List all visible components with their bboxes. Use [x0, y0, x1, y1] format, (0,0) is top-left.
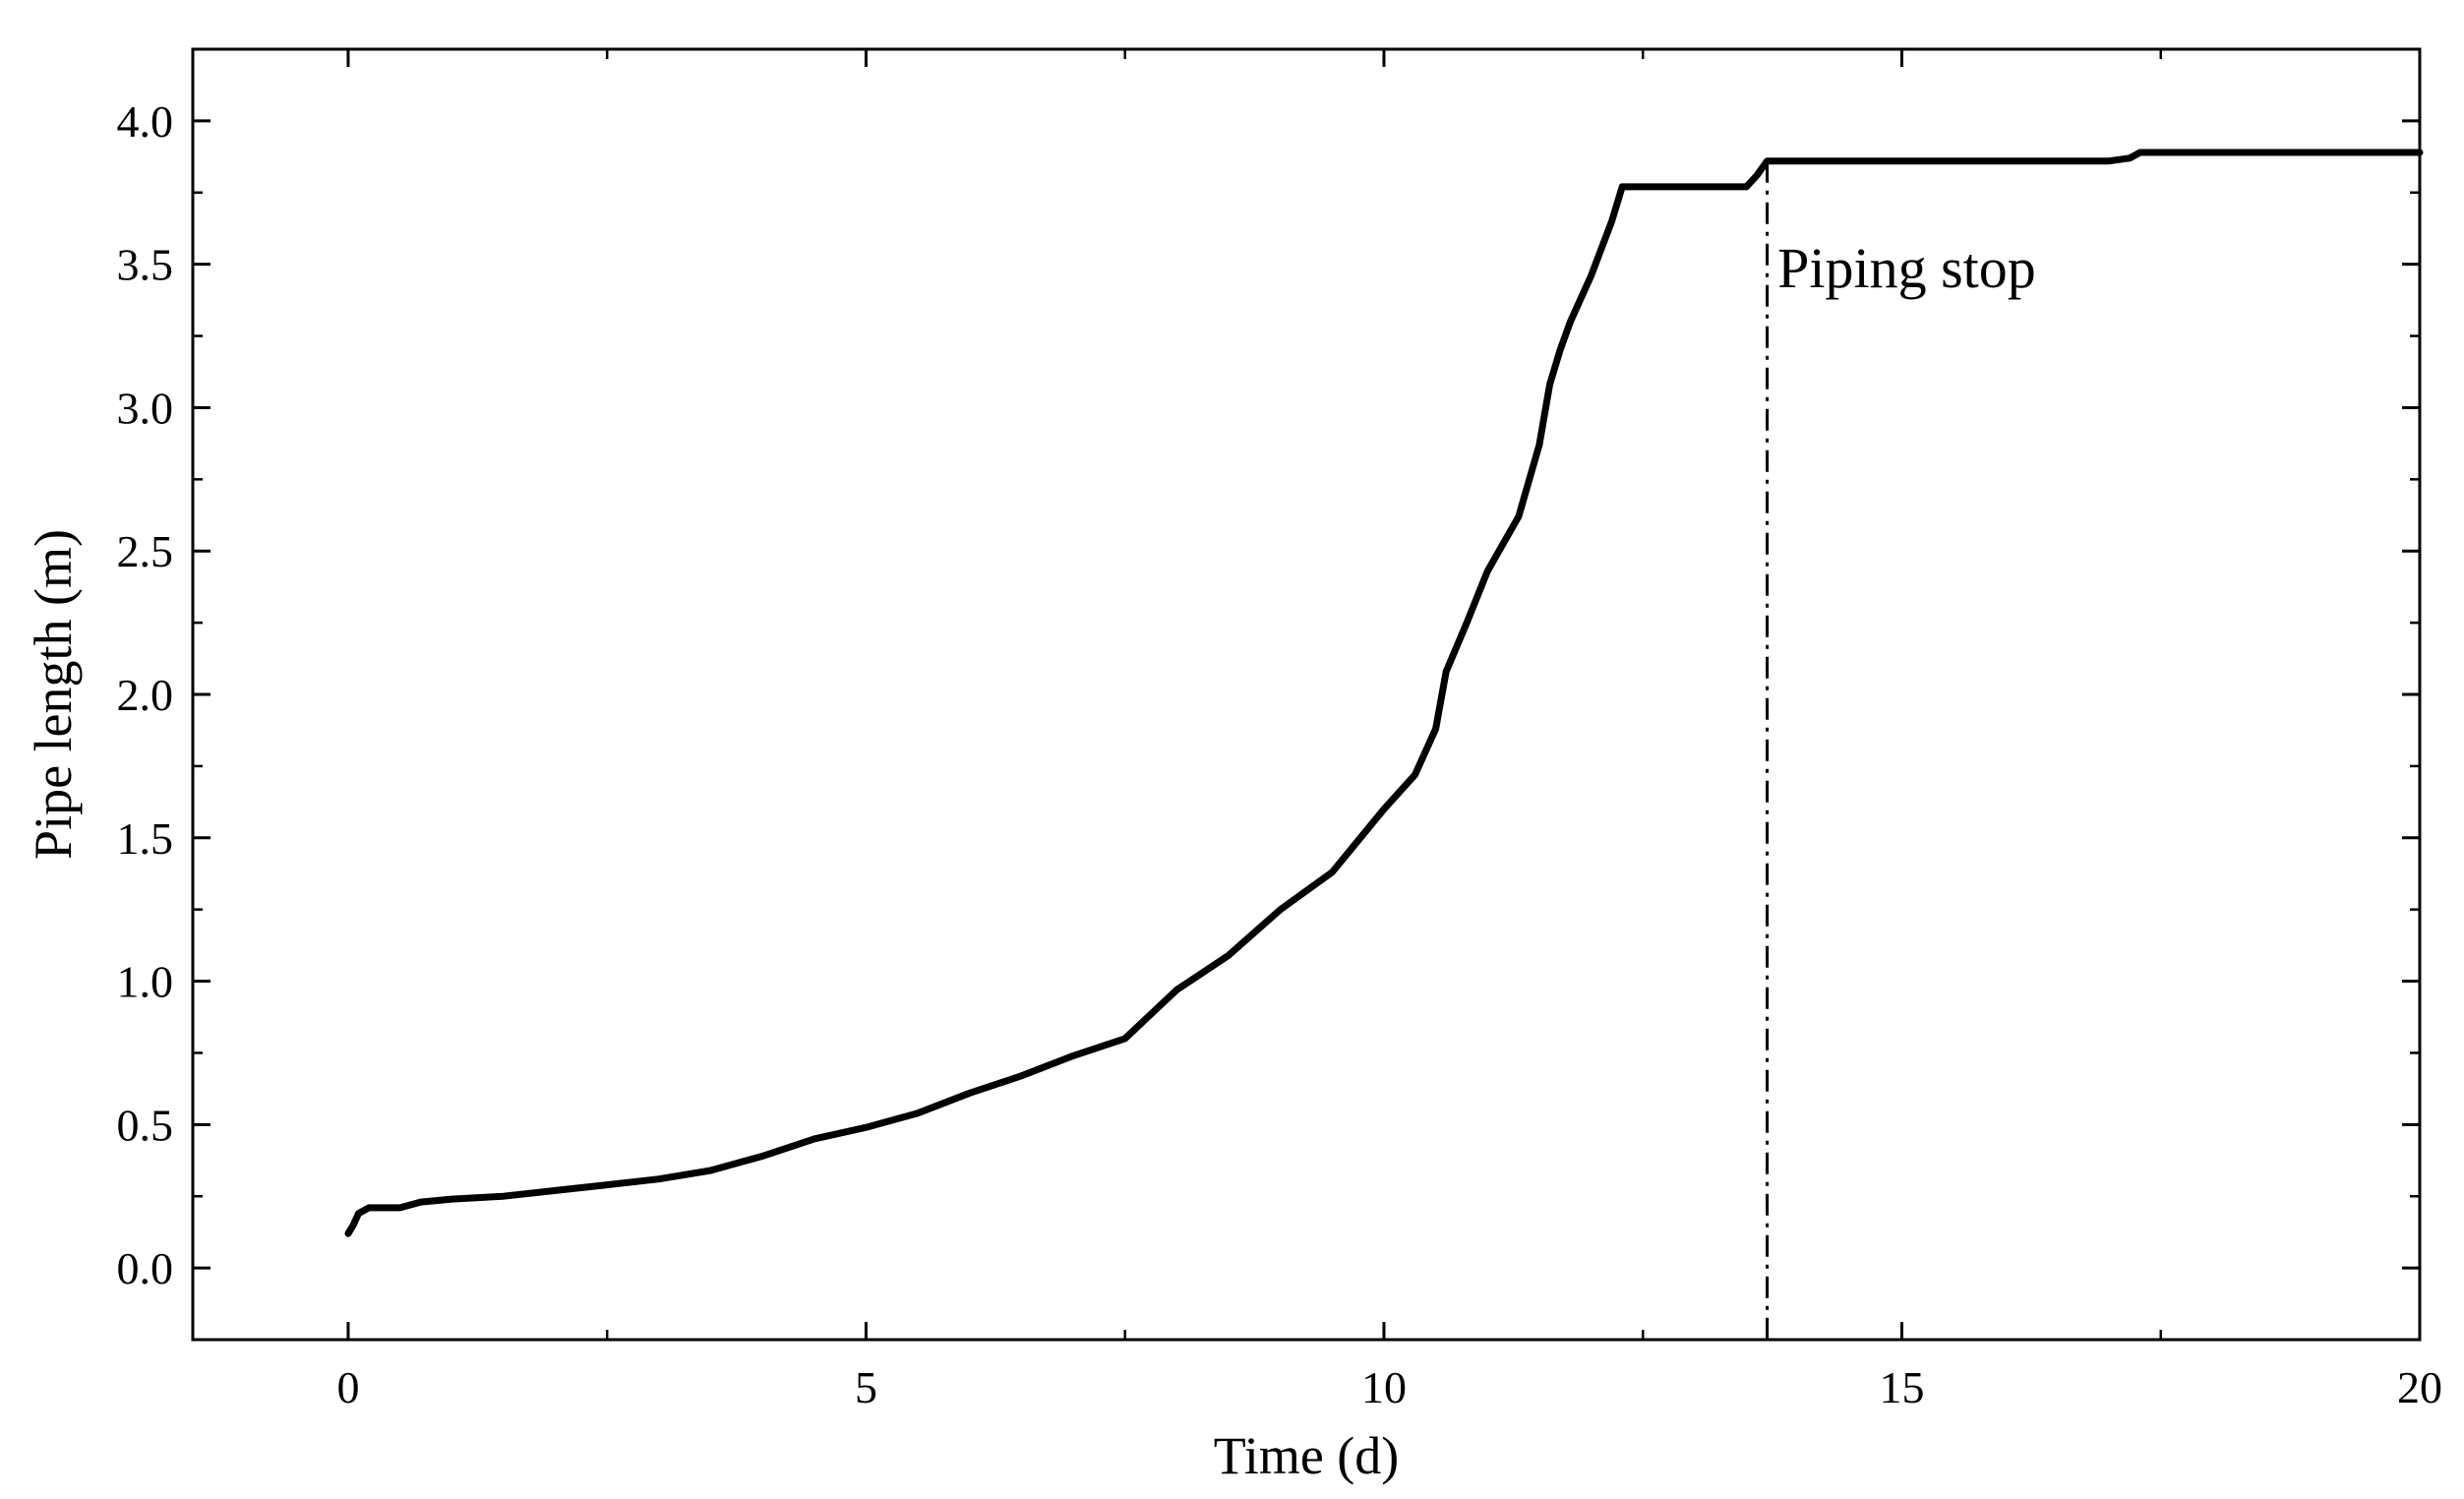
- x-tick-label: 0: [336, 1362, 359, 1412]
- plot-frame: [191, 47, 2422, 1342]
- y-axis-title: Pipe length (m): [24, 529, 83, 860]
- x-axis-ticks: 0 5 10 15 20: [336, 49, 2442, 1412]
- y-axis-ticks: 0.0 0.5 1.0 1.5 2.0 2.5 3.0 3.5 4.0: [117, 47, 2420, 1342]
- x-axis-title: Time (d): [1214, 1426, 1400, 1485]
- piping-stop-annotation: Piping stop: [1777, 236, 2036, 300]
- y-tick-label: 2.0: [117, 670, 174, 720]
- y-tick-label: 2.5: [117, 526, 174, 576]
- x-tick-label: 20: [2397, 1362, 2442, 1412]
- pipe-length-series-line: [344, 149, 2424, 1237]
- x-tick-label: 10: [1361, 1362, 1407, 1412]
- y-tick-label: 4.0: [117, 96, 174, 147]
- y-tick-label: 0.0: [117, 1243, 174, 1293]
- y-tick-label: 3.5: [117, 240, 174, 290]
- x-tick-label: 5: [855, 1362, 877, 1412]
- y-tick-label: 0.5: [117, 1100, 174, 1150]
- y-tick-label: 1.5: [117, 813, 174, 864]
- x-tick-label: 15: [1879, 1362, 1924, 1412]
- y-tick-label: 3.0: [117, 383, 174, 433]
- y-tick-label: 1.0: [117, 957, 174, 1007]
